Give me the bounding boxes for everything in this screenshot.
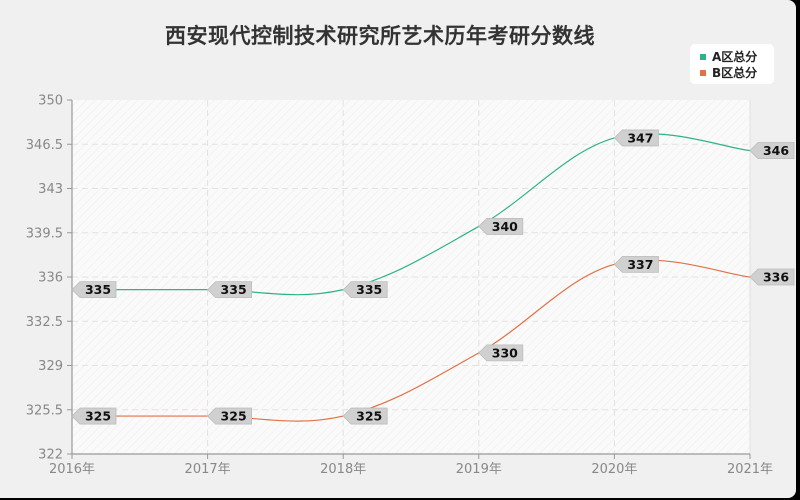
data-label: 336 bbox=[749, 268, 795, 286]
data-label: 346 bbox=[749, 142, 795, 159]
x-tick-label: 2021年 bbox=[727, 462, 773, 477]
y-tick-label: 336 bbox=[38, 271, 63, 286]
axes: 350 346.5 343 339.5 336 332.5 329 325.5 3222016年… bbox=[26, 94, 773, 478]
legend-swatch-a bbox=[700, 53, 706, 60]
y-tick-label: 329 bbox=[38, 359, 63, 374]
svg-text:347: 347 bbox=[627, 130, 653, 145]
data-label: 335 bbox=[342, 281, 388, 299]
data-label: 335 bbox=[71, 281, 117, 299]
grid-lines bbox=[72, 100, 751, 454]
svg-text:325: 325 bbox=[221, 409, 247, 424]
svg-text:337: 337 bbox=[627, 257, 653, 272]
x-tick-label: 2016年 bbox=[49, 462, 95, 477]
y-tick-label: 325.5 bbox=[26, 403, 63, 418]
data-label: 325 bbox=[342, 407, 388, 425]
svg-text:325: 325 bbox=[85, 409, 111, 424]
data-label: 337 bbox=[613, 255, 659, 273]
y-tick-label: 322 bbox=[38, 448, 63, 463]
data-label: 330 bbox=[478, 344, 524, 362]
data-label: 335 bbox=[207, 281, 252, 299]
legend-label-b: B区总分 bbox=[712, 66, 758, 80]
y-tick-label: 343 bbox=[38, 182, 63, 197]
y-tick-label: 332.5 bbox=[26, 315, 63, 330]
svg-text:335: 335 bbox=[85, 282, 111, 297]
legend-label-a: A区总分 bbox=[712, 50, 758, 64]
svg-text:340: 340 bbox=[492, 219, 518, 234]
data-label: 325 bbox=[207, 407, 252, 425]
svg-text:335: 335 bbox=[356, 282, 382, 297]
y-tick-label: 346.5 bbox=[26, 138, 63, 153]
x-tick-label: 2019年 bbox=[456, 462, 502, 477]
svg-text:346: 346 bbox=[763, 143, 789, 158]
svg-text:336: 336 bbox=[763, 270, 789, 285]
data-label: 325 bbox=[71, 407, 117, 425]
legend-item-b[interactable]: B区总分 bbox=[700, 66, 757, 80]
svg-text:330: 330 bbox=[492, 345, 518, 360]
data-label: 347 bbox=[613, 129, 659, 147]
x-tick-label: 2017年 bbox=[185, 462, 231, 477]
legend: A区总分 B区总分 bbox=[690, 44, 774, 84]
chart-title: 西安现代控制技术研究所艺术历年考研分数线 bbox=[165, 24, 595, 48]
y-tick-label: 350 bbox=[38, 94, 63, 109]
legend-swatch-b bbox=[700, 69, 706, 76]
y-tick-label: 339.5 bbox=[26, 226, 63, 241]
data-labels: 335 335 335 340 347 346 325 325 325 330 337 336 bbox=[71, 129, 795, 425]
svg-text:325: 325 bbox=[356, 409, 382, 424]
x-tick-label: 2020年 bbox=[591, 462, 637, 477]
data-label: 340 bbox=[478, 218, 524, 235]
svg-text:335: 335 bbox=[221, 282, 247, 297]
x-tick-label: 2018年 bbox=[320, 462, 366, 477]
legend-item-a[interactable]: A区总分 bbox=[700, 50, 757, 64]
